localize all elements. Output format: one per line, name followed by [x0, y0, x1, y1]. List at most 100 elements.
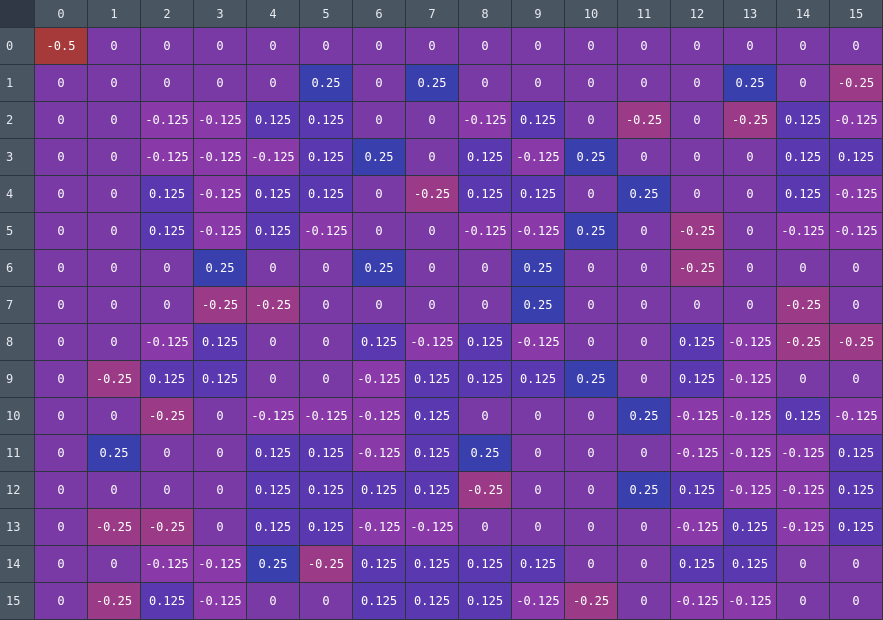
- heatmap-cell: 0.25: [565, 213, 618, 250]
- heatmap-cell: 0.125: [247, 213, 300, 250]
- heatmap-cell: 0: [35, 583, 88, 620]
- heatmap-cell: 0.25: [565, 361, 618, 398]
- heatmap-cell: 0.125: [300, 435, 353, 472]
- heatmap-cell: 0: [777, 361, 830, 398]
- heatmap-cell: 0.125: [406, 361, 459, 398]
- heatmap-cell: 0: [353, 287, 406, 324]
- heatmap-cell: 0: [141, 435, 194, 472]
- heatmap-cell: 0: [141, 28, 194, 65]
- heatmap-cell: -0.25: [565, 583, 618, 620]
- heatmap-cell: 0: [565, 250, 618, 287]
- heatmap-cell: 0.125: [406, 435, 459, 472]
- heatmap-cell: -0.25: [777, 287, 830, 324]
- row-header: 13: [0, 509, 35, 546]
- heatmap-cell: -0.125: [724, 472, 777, 509]
- heatmap-cell: 0.125: [671, 324, 724, 361]
- heatmap-cell: 0: [830, 28, 883, 65]
- heatmap-cell: 0: [141, 65, 194, 102]
- heatmap-cell: 0: [671, 176, 724, 213]
- heatmap-cell: 0: [35, 398, 88, 435]
- heatmap-cell: 0: [88, 139, 141, 176]
- heatmap-cell: 0: [671, 65, 724, 102]
- heatmap-cell: 0: [35, 65, 88, 102]
- heatmap-cell: 0: [300, 287, 353, 324]
- heatmap-cell: -0.125: [830, 213, 883, 250]
- heatmap-cell: -0.125: [353, 398, 406, 435]
- heatmap-cell: -0.125: [141, 102, 194, 139]
- heatmap-cell: -0.125: [512, 324, 565, 361]
- heatmap-cell: 0.125: [830, 509, 883, 546]
- heatmap-cell: -0.125: [671, 583, 724, 620]
- heatmap-cell: 0.125: [671, 546, 724, 583]
- heatmap-cell: 0: [830, 287, 883, 324]
- column-header: 14: [777, 0, 830, 28]
- heatmap-cell: 0: [618, 324, 671, 361]
- heatmap-cell: -0.125: [194, 213, 247, 250]
- row-header: 6: [0, 250, 35, 287]
- heatmap-cell: 0: [512, 435, 565, 472]
- heatmap-cell: 0: [300, 583, 353, 620]
- heatmap-cell: -0.25: [88, 361, 141, 398]
- heatmap-cell: 0.25: [724, 65, 777, 102]
- heatmap-cell: 0.125: [353, 583, 406, 620]
- heatmap-cell: 0.25: [88, 435, 141, 472]
- heatmap-cell: 0: [459, 287, 512, 324]
- heatmap-cell: -0.125: [777, 472, 830, 509]
- heatmap-cell: 0: [618, 509, 671, 546]
- heatmap-cell: 0: [618, 361, 671, 398]
- heatmap-cell: -0.125: [671, 398, 724, 435]
- heatmap-cell: 0: [830, 361, 883, 398]
- heatmap-cell: 0: [247, 583, 300, 620]
- heatmap-cell: 0.125: [247, 435, 300, 472]
- heatmap-cell: 0: [512, 398, 565, 435]
- heatmap-cell: 0.125: [141, 213, 194, 250]
- heatmap-cell: 0.125: [459, 546, 512, 583]
- column-header: 9: [512, 0, 565, 28]
- heatmap-cell: 0: [565, 65, 618, 102]
- heatmap-cell: 0: [618, 287, 671, 324]
- heatmap-cell: 0.25: [353, 139, 406, 176]
- heatmap-cell: 0.125: [300, 139, 353, 176]
- heatmap-cell: 0.125: [141, 583, 194, 620]
- heatmap-cell: 0: [565, 435, 618, 472]
- heatmap-cell: -0.125: [830, 102, 883, 139]
- heatmap-cell: 0: [618, 435, 671, 472]
- heatmap-cell: -0.125: [300, 398, 353, 435]
- heatmap-cell: 0: [247, 65, 300, 102]
- heatmap-cell: 0: [141, 250, 194, 287]
- heatmap-cell: 0: [724, 176, 777, 213]
- heatmap-cell: 0: [777, 546, 830, 583]
- heatmap-cell: 0: [300, 324, 353, 361]
- heatmap-cell: -0.25: [724, 102, 777, 139]
- row-header: 14: [0, 546, 35, 583]
- heatmap-cell: 0.125: [830, 139, 883, 176]
- heatmap-cell: 0: [830, 546, 883, 583]
- heatmap-cell: 0: [406, 287, 459, 324]
- heatmap-cell: -0.125: [724, 435, 777, 472]
- heatmap-cell: -0.125: [141, 139, 194, 176]
- heatmap-cell: 0: [88, 546, 141, 583]
- heatmap-cell: 0.125: [406, 398, 459, 435]
- heatmap-cell: -0.25: [141, 398, 194, 435]
- heatmap-cell: 0.125: [353, 546, 406, 583]
- row-header: 8: [0, 324, 35, 361]
- row-header: 11: [0, 435, 35, 472]
- heatmap-cell: -0.5: [35, 28, 88, 65]
- heatmap-cell: -0.125: [724, 324, 777, 361]
- heatmap-cell: 0.25: [618, 398, 671, 435]
- heatmap-cell: 0.125: [459, 361, 512, 398]
- heatmap-cell: 0: [777, 65, 830, 102]
- heatmap-cell: 0.125: [777, 176, 830, 213]
- heatmap-cell: 0: [724, 213, 777, 250]
- heatmap-cell: -0.25: [247, 287, 300, 324]
- heatmap-cell: 0.25: [247, 546, 300, 583]
- heatmap-cell: 0.125: [671, 361, 724, 398]
- heatmap-cell: 0.125: [724, 509, 777, 546]
- heatmap-cell: -0.25: [830, 65, 883, 102]
- row-header: 15: [0, 583, 35, 620]
- heatmap-cell: 0.125: [300, 472, 353, 509]
- heatmap-cell: 0: [88, 213, 141, 250]
- column-header: 11: [618, 0, 671, 28]
- heatmap-cell: -0.25: [459, 472, 512, 509]
